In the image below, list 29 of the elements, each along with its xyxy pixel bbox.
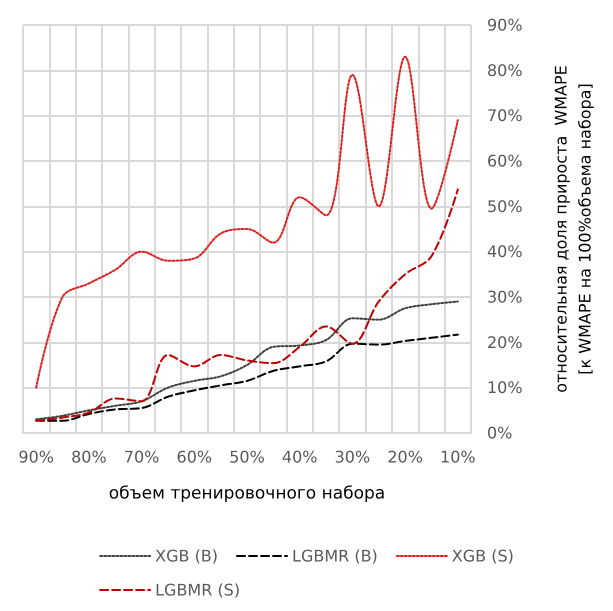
- y-axis-title: относительная доля прироста WMAPE [к WMAPE на 100%объема набора]: [552, 65, 594, 393]
- x-tick-label: 90%: [18, 448, 54, 466]
- x-tick-label: 40%: [282, 448, 318, 466]
- x-tick-label: 60%: [176, 448, 212, 466]
- line-series: [35, 334, 459, 422]
- x-axis-title: объем тренировочного набора: [108, 484, 386, 504]
- y-tick-label: 60%: [487, 152, 523, 170]
- line-series: [35, 56, 459, 389]
- y-tick-label: 40%: [487, 242, 523, 262]
- y-tick-label: 20%: [487, 332, 523, 352]
- y-tick-label: 0%: [487, 424, 512, 442]
- line-series: [35, 188, 459, 422]
- legend-label: LGBMR (S): [155, 580, 240, 600]
- legend-label: LGBMR (B): [292, 546, 378, 566]
- y-tick-label: 50%: [487, 196, 523, 216]
- legend-label: XGB (S): [452, 546, 514, 566]
- x-tick-label: 30%: [334, 448, 370, 466]
- y-tick-label: 80%: [487, 60, 523, 80]
- x-tick-label: 80%: [71, 448, 107, 466]
- line-series: [35, 300, 459, 420]
- y-tick-label: 70%: [487, 106, 523, 126]
- y-tick-label: 90%: [487, 16, 523, 34]
- x-tick-label: 50%: [229, 448, 265, 466]
- y-tick-label: 30%: [487, 288, 523, 306]
- legend-label: XGB (B): [155, 546, 218, 566]
- x-tick-label: 20%: [387, 448, 423, 466]
- y-tick-label: 10%: [487, 378, 523, 398]
- x-tick-label: 10%: [440, 448, 476, 466]
- x-tick-label: 70%: [124, 448, 160, 466]
